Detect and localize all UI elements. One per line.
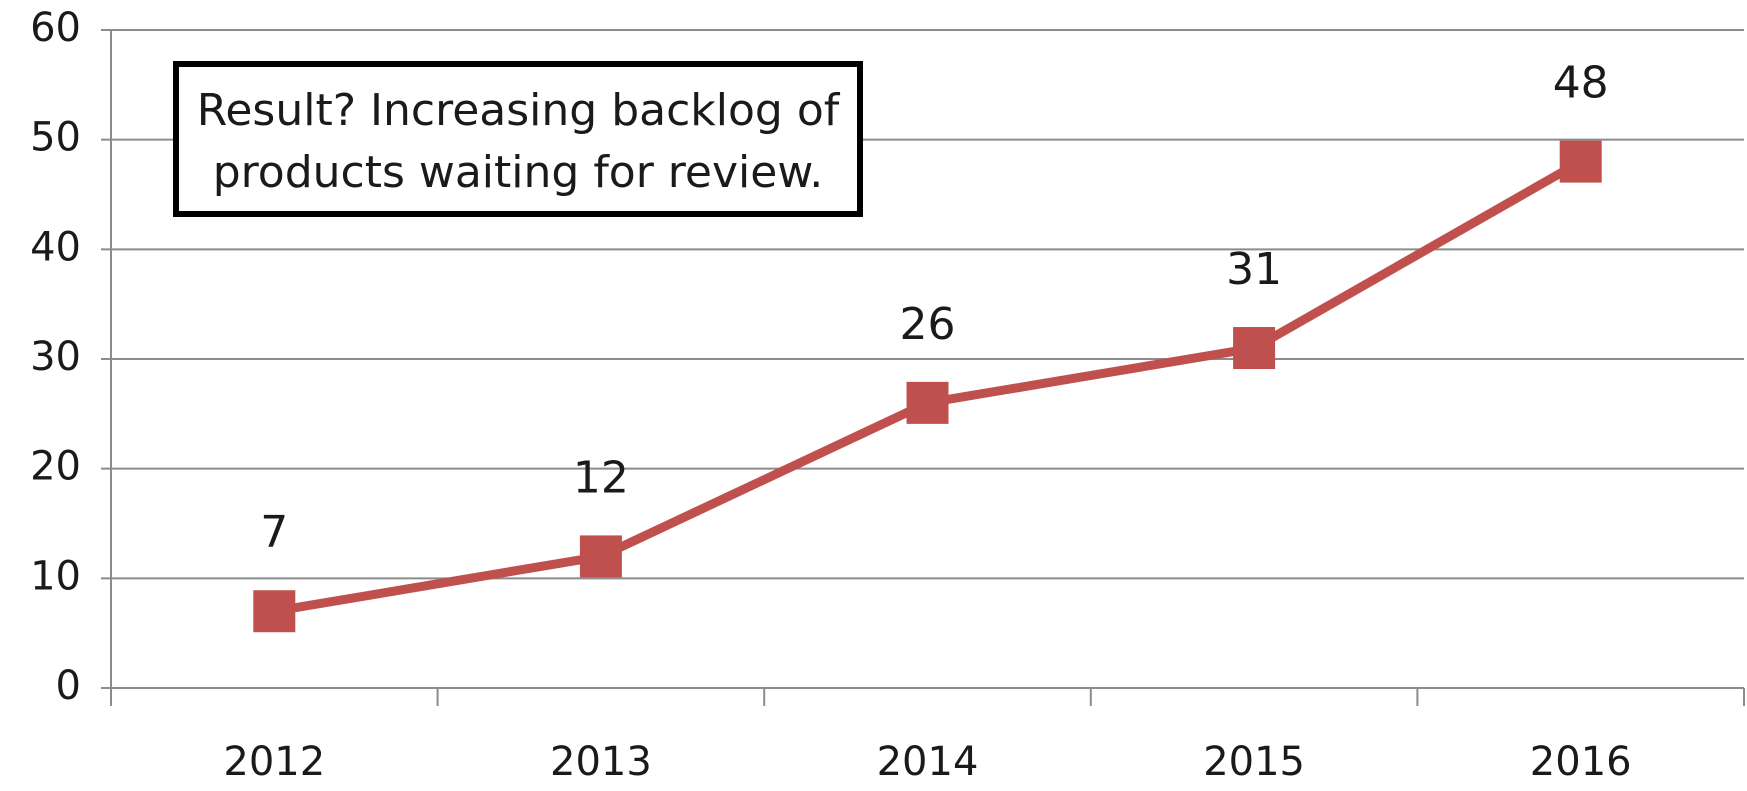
marker — [1559, 140, 1602, 183]
y-tick-label: 20 — [30, 444, 81, 490]
marker — [906, 381, 949, 424]
x-tick-label: 2016 — [1530, 739, 1632, 785]
marker — [1233, 327, 1276, 370]
y-tick-label: 30 — [30, 334, 81, 380]
annotation-box — [173, 61, 863, 217]
annotation-line: products waiting for review. — [213, 147, 824, 198]
marker — [579, 535, 622, 578]
x-tick-label: 2015 — [1203, 739, 1305, 785]
y-tick-label: 0 — [56, 663, 81, 709]
data-label: 7 — [260, 507, 288, 558]
y-tick-label: 60 — [30, 5, 81, 51]
x-tick-label: 2013 — [550, 739, 652, 785]
data-label: 31 — [1226, 244, 1282, 295]
y-tick-label: 50 — [30, 115, 81, 161]
data-label: 48 — [1553, 58, 1609, 109]
y-tick-label: 10 — [30, 553, 81, 599]
data-label: 12 — [573, 452, 629, 503]
x-tick-label: 2014 — [877, 739, 979, 785]
x-tick-label: 2012 — [223, 739, 325, 785]
y-tick-label: 40 — [30, 224, 81, 270]
annotation-line: Result? Increasing backlog of — [197, 85, 841, 136]
data-label: 26 — [900, 299, 956, 350]
marker — [253, 590, 296, 633]
